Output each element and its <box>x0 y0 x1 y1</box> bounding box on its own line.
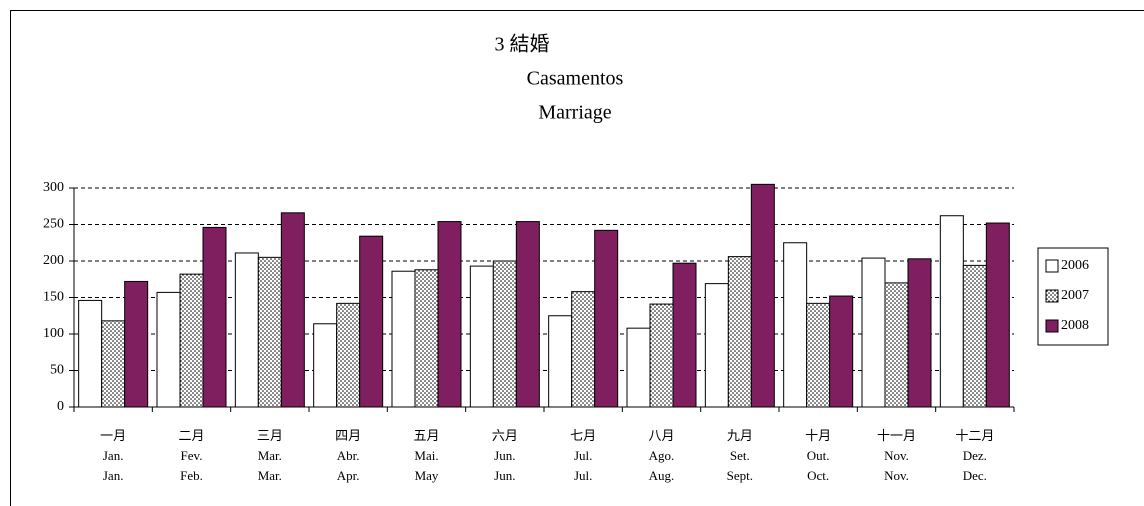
x-tick-label: Jan. <box>103 448 124 463</box>
x-tick-label: Jan. <box>103 468 124 483</box>
bar <box>571 291 596 408</box>
legend-label: 2006 <box>1061 258 1089 273</box>
x-tick-label: 三月 <box>257 428 283 443</box>
bar <box>861 257 886 408</box>
x-tick-label: Nov. <box>884 448 909 463</box>
y-tick-label: 300 <box>43 180 64 195</box>
bar <box>313 323 338 408</box>
bar <box>202 226 227 408</box>
bar <box>962 264 987 408</box>
x-tick-label: Ago. <box>649 448 675 463</box>
x-tick-label: 六月 <box>492 428 518 443</box>
bar <box>649 303 674 408</box>
bar <box>437 221 462 408</box>
bar <box>985 222 1010 408</box>
chart-title: 3 結婚 <box>495 33 550 56</box>
x-tick-label: May <box>415 468 439 483</box>
x-tick-label: Jun. <box>494 448 515 463</box>
chart-title: Casamentos <box>527 68 624 90</box>
bar <box>829 295 854 408</box>
x-tick-label: Sept. <box>727 468 753 483</box>
y-tick-label: 100 <box>43 326 64 341</box>
legend-swatch <box>1045 289 1059 303</box>
bar <box>280 212 305 408</box>
x-tick-label: Nov. <box>884 468 909 483</box>
x-tick-label: Mai. <box>414 448 438 463</box>
bar <box>806 302 831 408</box>
bar <box>672 262 697 408</box>
x-tick-label: 八月 <box>648 428 674 443</box>
bar <box>359 235 384 408</box>
x-tick-label: Apr. <box>337 468 360 483</box>
bar <box>750 183 775 408</box>
legend-label: 2008 <box>1061 318 1089 333</box>
bar <box>884 282 909 408</box>
frame <box>10 10 1144 506</box>
x-tick-label: Set. <box>730 448 750 463</box>
bar <box>594 229 619 408</box>
bar <box>704 283 729 408</box>
x-tick-label: Jun. <box>494 468 515 483</box>
x-tick-label: Oct. <box>807 468 829 483</box>
x-tick-label: 二月 <box>178 428 204 443</box>
bar <box>515 221 540 408</box>
bar <box>179 273 204 408</box>
x-tick-label: 一月 <box>100 428 126 443</box>
bar <box>391 270 416 408</box>
x-tick-label: 四月 <box>335 428 361 443</box>
x-tick-label: 十二月 <box>955 428 994 443</box>
bar <box>626 327 651 408</box>
bar <box>234 252 259 408</box>
bar <box>124 280 149 408</box>
x-tick-label: Out. <box>807 448 830 463</box>
x-tick-label: Abr. <box>337 448 360 463</box>
x-tick-label: Jul. <box>574 468 592 483</box>
x-tick-label: Mar. <box>258 468 282 483</box>
bar <box>469 265 494 408</box>
bar <box>907 258 932 408</box>
x-tick-label: 九月 <box>727 428 753 443</box>
bar <box>78 299 103 408</box>
bar <box>336 302 361 408</box>
y-tick-label: 250 <box>43 217 64 232</box>
bar <box>548 315 573 408</box>
legend-label: 2007 <box>1061 288 1089 303</box>
x-tick-label: Dez. <box>963 448 987 463</box>
bar <box>257 256 282 408</box>
bar <box>783 242 808 408</box>
y-tick-label: 0 <box>57 399 64 414</box>
x-tick-label: Jul. <box>574 448 592 463</box>
y-tick-label: 50 <box>50 363 64 378</box>
x-tick-label: Fev. <box>181 448 203 463</box>
bar <box>101 320 126 408</box>
chart-title: Marriage <box>538 102 611 124</box>
x-tick-label: Aug. <box>649 468 675 483</box>
x-tick-label: 七月 <box>570 428 596 443</box>
legend-swatch <box>1045 319 1059 333</box>
legend-swatch <box>1045 259 1059 273</box>
bar <box>414 269 439 408</box>
y-tick-label: 200 <box>43 253 64 268</box>
bar <box>939 215 964 408</box>
x-tick-label: Mar. <box>258 448 282 463</box>
x-tick-label: 五月 <box>413 428 439 443</box>
x-tick-label: Dec. <box>963 468 987 483</box>
bar <box>492 260 517 408</box>
x-tick-label: 十一月 <box>877 428 916 443</box>
y-tick-label: 150 <box>43 290 64 305</box>
bar <box>156 291 181 408</box>
x-tick-label: 十月 <box>805 428 831 443</box>
bar <box>727 256 752 408</box>
x-tick-label: Feb. <box>180 468 203 483</box>
